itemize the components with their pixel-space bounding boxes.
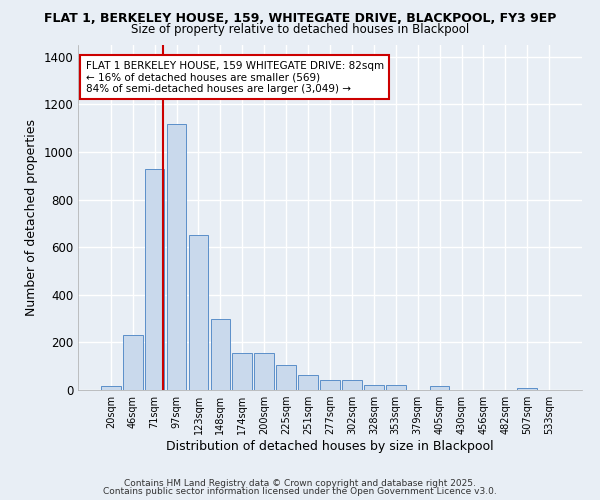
X-axis label: Distribution of detached houses by size in Blackpool: Distribution of detached houses by size … <box>166 440 494 453</box>
Bar <box>386 385 406 390</box>
Bar <box>188 236 208 390</box>
Y-axis label: Number of detached properties: Number of detached properties <box>25 119 38 316</box>
Bar <box>254 353 274 390</box>
Bar <box>364 385 384 390</box>
Bar <box>123 336 143 390</box>
Text: FLAT 1 BERKELEY HOUSE, 159 WHITEGATE DRIVE: 82sqm
← 16% of detached houses are s: FLAT 1 BERKELEY HOUSE, 159 WHITEGATE DRI… <box>86 60 383 94</box>
Bar <box>167 124 187 390</box>
Bar <box>101 386 121 390</box>
Bar <box>298 374 318 390</box>
Bar <box>276 365 296 390</box>
Text: FLAT 1, BERKELEY HOUSE, 159, WHITEGATE DRIVE, BLACKPOOL, FY3 9EP: FLAT 1, BERKELEY HOUSE, 159, WHITEGATE D… <box>44 12 556 26</box>
Text: Size of property relative to detached houses in Blackpool: Size of property relative to detached ho… <box>131 24 469 36</box>
Bar <box>145 168 164 390</box>
Bar <box>211 318 230 390</box>
Text: Contains HM Land Registry data © Crown copyright and database right 2025.: Contains HM Land Registry data © Crown c… <box>124 479 476 488</box>
Bar <box>430 386 449 390</box>
Bar <box>320 380 340 390</box>
Text: Contains public sector information licensed under the Open Government Licence v3: Contains public sector information licen… <box>103 487 497 496</box>
Bar <box>342 380 362 390</box>
Bar <box>232 353 252 390</box>
Bar <box>517 388 537 390</box>
